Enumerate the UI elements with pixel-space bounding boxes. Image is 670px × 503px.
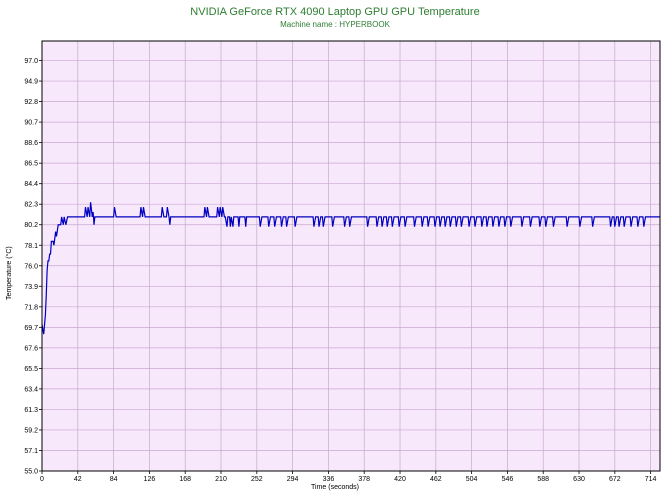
x-tick-label: 588 [537, 476, 549, 483]
x-tick-label: 420 [394, 476, 406, 483]
y-tick-label: 55.0 [24, 469, 38, 476]
x-tick-label: 42 [74, 476, 82, 483]
x-tick-label: 336 [323, 476, 335, 483]
x-axis-label: Time (seconds) [311, 484, 359, 491]
x-tick-label: 210 [215, 476, 227, 483]
x-tick-label: 630 [573, 476, 585, 483]
grid-lines [41, 41, 660, 472]
y-tick-label: 76.0 [24, 263, 38, 270]
y-tick-label: 78.1 [24, 243, 38, 250]
plot-area [42, 41, 660, 471]
y-tick-label: 92.8 [24, 99, 38, 106]
chart-title: NVIDIA GeForce RTX 4090 Laptop GPU GPU T… [190, 6, 480, 18]
x-axis-ticks: 0 42 84 126 168 210 252 294 336 378 420 462 504 546 58… [40, 471, 657, 483]
x-tick-label: 546 [502, 476, 514, 483]
chart-subtitle: Machine name : HYPERBOOK [280, 20, 390, 29]
y-tick-label: 69.7 [24, 325, 38, 332]
y-tick-label: 80.2 [24, 222, 38, 229]
plot-border [41, 40, 661, 472]
x-tick-label: 252 [251, 476, 263, 483]
y-axis-ticks: 55.0 57.1 59.2 61.3 63.4 65.5 67.6 69.7 71.8 73.9… [24, 58, 42, 476]
y-tick-label: 59.2 [24, 427, 38, 434]
x-tick-label: 126 [144, 476, 156, 483]
y-tick-label: 94.9 [24, 79, 38, 86]
x-tick-label: 462 [430, 476, 442, 483]
y-tick-label: 82.3 [24, 202, 38, 209]
y-tick-label: 65.5 [24, 366, 38, 373]
x-tick-label: 504 [466, 476, 478, 483]
x-tick-label: 168 [179, 476, 191, 483]
x-tick-label: 378 [358, 476, 370, 483]
y-tick-label: 73.9 [24, 284, 38, 291]
y-tick-label: 88.6 [24, 140, 38, 147]
y-tick-label: 57.1 [24, 448, 38, 455]
y-tick-label: 67.6 [24, 345, 38, 352]
x-tick-label: 714 [645, 476, 657, 483]
y-tick-label: 63.4 [24, 386, 38, 393]
x-tick-label: 294 [287, 476, 299, 483]
x-tick-label: 84 [110, 476, 118, 483]
y-tick-label: 84.4 [24, 181, 38, 188]
y-tick-label: 61.3 [24, 407, 38, 414]
y-tick-label: 71.8 [24, 304, 38, 311]
y-tick-label: 90.7 [24, 120, 38, 127]
x-tick-label: 672 [609, 476, 621, 483]
temperature-series-line [41, 202, 660, 335]
y-tick-label: 86.5 [24, 161, 38, 168]
x-tick-label: 0 [40, 476, 44, 483]
y-tick-label: 97.0 [24, 58, 38, 65]
